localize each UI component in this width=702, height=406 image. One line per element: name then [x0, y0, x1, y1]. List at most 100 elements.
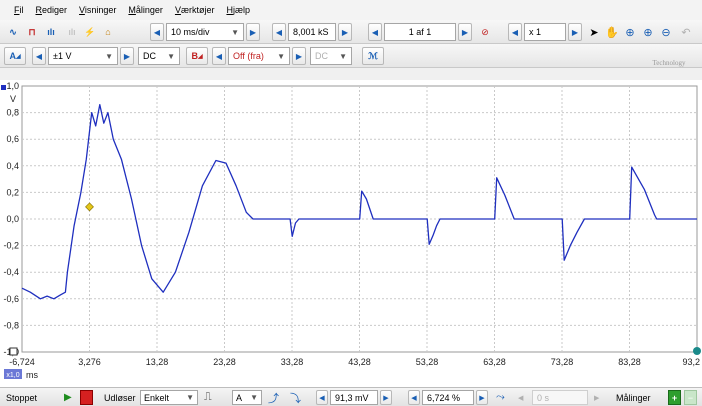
channel-toolbar: A ◢ ◀ ±1 V ▼ ▶ DC ▼ B ◢ ◀ Off (fra) ▼ ▶ DC ▼ ℳ…	[0, 44, 702, 68]
zoom-field[interactable]: x 1	[524, 23, 566, 41]
menu-item-4[interactable]: Værktøjer	[169, 5, 221, 15]
trigger-mode-value: Enkelt	[144, 392, 170, 403]
x-tick-label: 53,28	[416, 357, 439, 367]
y-tick-label: 0,6	[6, 134, 19, 144]
channel-a-trace	[21, 103, 697, 300]
x-tick-label: 23,28	[213, 357, 236, 367]
auto-setup-icon[interactable]: ⚡	[84, 26, 96, 37]
menu-item-3[interactable]: Målinger	[122, 5, 169, 15]
page-prev-button[interactable]: ◀	[368, 23, 382, 41]
remove-measurement-icon[interactable]: −	[684, 390, 697, 405]
x-tick-label: 3,276	[78, 357, 101, 367]
y-tick-label: 0,8	[6, 108, 19, 118]
trigger-level-next-button[interactable]: ▶	[380, 390, 392, 405]
channel-a-button[interactable]: A ◢	[4, 47, 26, 65]
range-a-select[interactable]: ±1 V ▼	[48, 47, 118, 65]
signal-generator-icon[interactable]: ℳ	[362, 47, 384, 65]
menu-item-0[interactable]: Fil	[8, 5, 30, 15]
delay-value: 0 s	[537, 392, 550, 403]
menu-bar: Fil Rediger Visninger Målinger Værktøjer Hjæl…	[0, 0, 702, 20]
trigger-channel-select[interactable]: A ▼	[232, 390, 262, 405]
x-tick-label: 93,2	[682, 357, 700, 367]
menu-item-mnemonic: R	[35, 5, 43, 15]
ruler-handle[interactable]	[9, 347, 18, 356]
trigger-marker[interactable]	[85, 202, 94, 212]
menu-item-mnemonic: F	[14, 5, 20, 15]
menu-item-label: ærktøjer	[180, 5, 215, 15]
pointer-icon[interactable]: ➤	[589, 26, 599, 39]
menu-item-label: isninger	[84, 5, 117, 15]
chevron-down-icon: ▼	[231, 27, 239, 37]
math-icon[interactable]: ılı	[68, 27, 76, 37]
brand-text: Technology	[652, 59, 686, 67]
range-b-value: Off (fra)	[233, 51, 264, 61]
menu-item-1[interactable]: Rediger	[30, 5, 74, 15]
range-a-next-button[interactable]: ▶	[120, 47, 134, 65]
pretrigger-next-button[interactable]: ▶	[476, 390, 488, 405]
spectrum-mode-icon[interactable]: ılı	[47, 27, 55, 37]
zoom-next-button[interactable]: ▶	[568, 23, 582, 41]
timebase-prev-button[interactable]: ◀	[150, 23, 164, 41]
post-trigger-icon[interactable]: ⤳	[496, 391, 505, 403]
timebase-select[interactable]: 10 ms/div ▼	[166, 23, 244, 41]
zoom-in-icon[interactable]: ⊕	[643, 26, 653, 39]
scope-graph[interactable]: 1,00,80,60,40,20,0-0,2-0,4-0,6-0,8-1,0V-…	[0, 80, 702, 387]
undo-zoom-icon[interactable]: ↶	[681, 26, 691, 39]
scope-plot[interactable]: 1,00,80,60,40,20,0-0,2-0,4-0,6-0,8-1,0V-…	[0, 80, 702, 387]
scope-mode-icon[interactable]: ∿	[9, 26, 17, 37]
menu-item-5[interactable]: Hjælp	[220, 5, 256, 15]
stop-icon[interactable]	[80, 390, 93, 405]
chevron-down-icon: ▼	[105, 51, 113, 61]
timebase-next-button[interactable]: ▶	[246, 23, 260, 41]
samples-prev-button[interactable]: ◀	[272, 23, 286, 41]
zoom-out-icon[interactable]: ⊖	[661, 26, 671, 39]
persistence-mode-icon[interactable]: ⊓	[28, 26, 36, 37]
channel-b-button[interactable]: B ◢	[186, 47, 208, 65]
run-icon[interactable]: ▶	[64, 392, 72, 403]
zoom-select-icon[interactable]: ⊕	[625, 26, 635, 39]
chevron-down-icon: ◢	[197, 53, 203, 60]
status-text: Stoppet	[6, 392, 38, 403]
pretrigger-field[interactable]: 6,724 %	[422, 390, 474, 405]
capture-page-field[interactable]: 1 af 1	[384, 23, 456, 41]
range-b-prev-button[interactable]: ◀	[212, 47, 226, 65]
delay-field[interactable]: 0 s	[532, 390, 588, 405]
zoom-prev-button[interactable]: ◀	[508, 23, 522, 41]
hand-icon[interactable]: ✋	[605, 26, 619, 39]
menu-item-label: ålinger	[135, 5, 163, 15]
rising-edge-icon[interactable]: ⤴	[268, 392, 279, 405]
time-ruler-handle[interactable]	[693, 347, 701, 355]
range-b-select[interactable]: Off (fra) ▼	[228, 47, 290, 65]
page-next-button[interactable]: ▶	[458, 23, 472, 41]
menu-item-label: jælp	[232, 5, 250, 15]
y-tick-label: 0,0	[6, 214, 19, 224]
x-tick-label: 13,28	[146, 357, 169, 367]
trigger-level-prev-button[interactable]: ◀	[316, 390, 328, 405]
add-measurement-icon[interactable]: +	[668, 390, 681, 405]
chevron-down-icon: ▼	[339, 51, 347, 61]
delay-next-button[interactable]: ▶	[594, 394, 600, 402]
home-icon[interactable]: ⌂	[105, 27, 111, 37]
zoom-value: x 1	[529, 27, 542, 37]
range-a-prev-button[interactable]: ◀	[32, 47, 46, 65]
coupling-a-select[interactable]: DC ▼	[138, 47, 180, 65]
trigger-label: Udløser	[104, 392, 136, 403]
samples-next-button[interactable]: ▶	[338, 23, 352, 41]
trigger-level-field[interactable]: 91,3 mV	[330, 390, 378, 405]
range-b-next-button[interactable]: ▶	[292, 47, 306, 65]
pretrigger-prev-button[interactable]: ◀	[408, 390, 420, 405]
compass-icon[interactable]: ⊘	[481, 26, 489, 37]
channel-a-label: A	[9, 51, 16, 61]
menu-item-label: ediger	[42, 5, 68, 15]
trigger-edge-icon[interactable]: ⎍	[204, 391, 212, 403]
coupling-b-value: DC	[315, 51, 328, 61]
y-tick-label: 1,0	[6, 81, 19, 91]
trigger-mode-select[interactable]: Enkelt ▼	[140, 390, 198, 405]
coupling-b-select[interactable]: DC ▼	[310, 47, 352, 65]
falling-edge-icon[interactable]: ⤵	[290, 392, 301, 405]
menu-item-mnemonic: V	[79, 5, 85, 15]
samples-field[interactable]: 8,001 kS	[288, 23, 336, 41]
capture-page-value: 1 af 1	[408, 27, 432, 37]
delay-prev-button[interactable]: ◀	[518, 394, 524, 402]
menu-item-2[interactable]: Visninger	[73, 5, 122, 15]
